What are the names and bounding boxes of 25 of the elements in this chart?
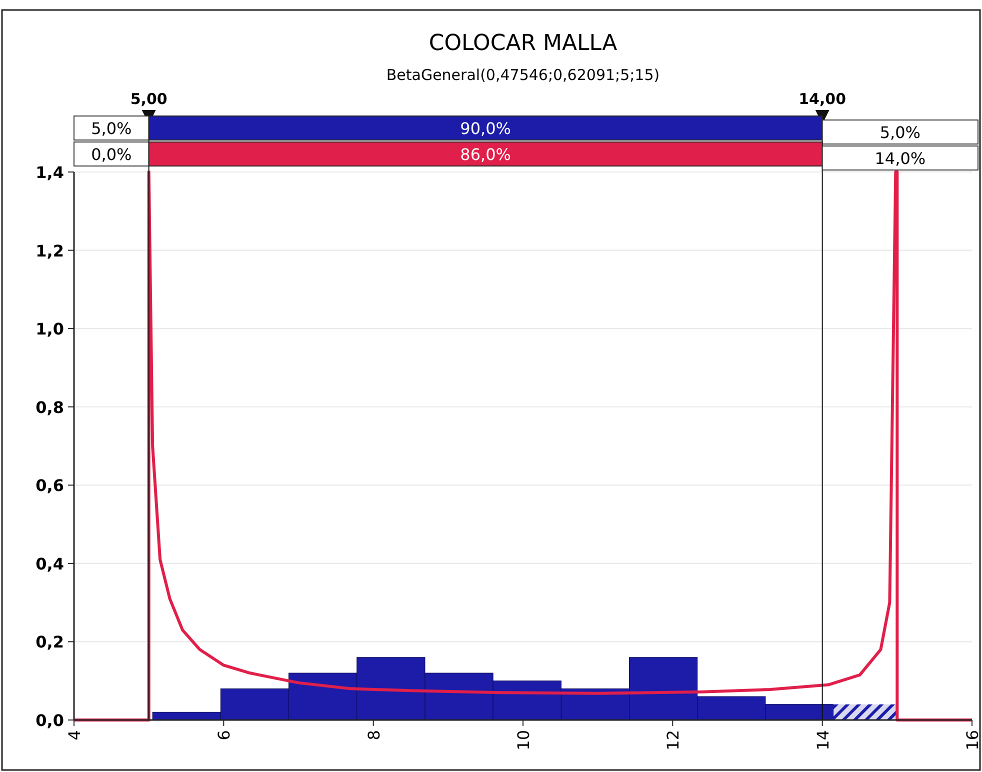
y-tick-label: 1,4 bbox=[36, 163, 64, 182]
text: 86,0% bbox=[460, 145, 511, 164]
y-tick-label: 0,2 bbox=[36, 632, 64, 652]
y-tick-label: 0,6 bbox=[36, 476, 64, 496]
x-tick-label: 10 bbox=[514, 730, 533, 750]
x-tick-label: 4 bbox=[65, 730, 84, 740]
x-tick-label: 12 bbox=[664, 730, 683, 750]
text: 5,0% bbox=[91, 119, 132, 138]
y-tick-label: 0,4 bbox=[36, 554, 64, 574]
text: 90,0% bbox=[460, 119, 511, 138]
text: 5,0% bbox=[880, 123, 920, 142]
ref-line-label: 5,00 bbox=[130, 90, 168, 108]
x-tick-label: 6 bbox=[214, 730, 234, 740]
y-tick-label: 1,0 bbox=[36, 320, 64, 339]
chart-subtitle: BetaGeneral(0,47546;0,62091;5;15) bbox=[386, 66, 660, 84]
y-tick-label: 0,8 bbox=[36, 398, 64, 417]
text: 14,0% bbox=[874, 149, 926, 168]
y-tick-label: 0,0 bbox=[36, 711, 64, 730]
y-tick-label: 1,2 bbox=[36, 241, 64, 260]
chart-title: COLOCAR MALLA bbox=[428, 31, 618, 56]
text: 0,0% bbox=[91, 145, 132, 164]
x-tick-label: 14 bbox=[813, 730, 832, 750]
ref-line-label: 14,00 bbox=[798, 90, 846, 108]
x-tick-label: 16 bbox=[963, 730, 982, 750]
x-tick-label: 8 bbox=[364, 730, 384, 740]
